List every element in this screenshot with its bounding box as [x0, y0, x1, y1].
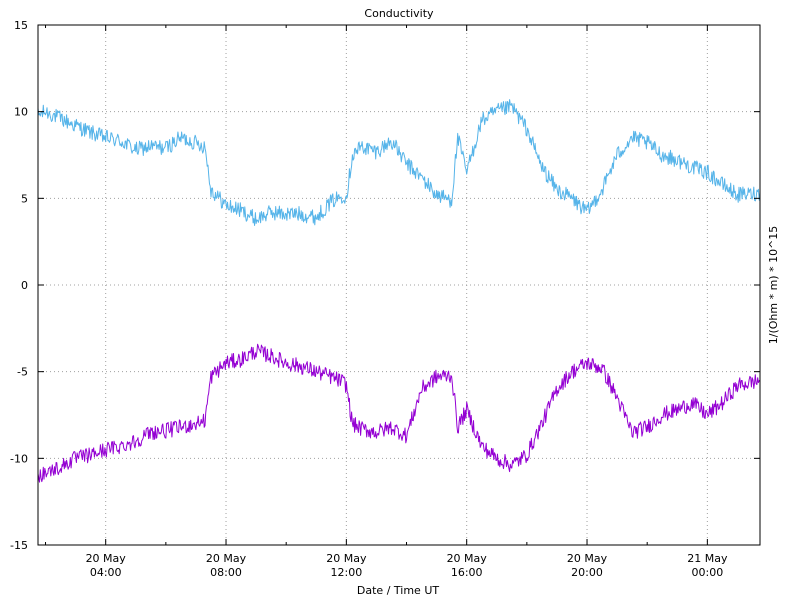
- x-tick-label-date: 20 May: [567, 552, 608, 565]
- x-tick-label-date: 20 May: [206, 552, 247, 565]
- y-tick-label: -10: [10, 452, 28, 465]
- x-tick-label-time: 12:00: [331, 566, 363, 579]
- x-tick-label-time: 04:00: [90, 566, 122, 579]
- ticks: [38, 24, 760, 546]
- x-tick-label-date: 20 May: [326, 552, 367, 565]
- series-line-2: [37, 343, 761, 483]
- y-tick-label: -15: [10, 539, 28, 552]
- y-tick-label: 0: [21, 279, 28, 292]
- y-tick-label: 10: [14, 106, 28, 119]
- x-tick-label-date: 20 May: [447, 552, 488, 565]
- x-tick-label-time: 16:00: [451, 566, 483, 579]
- y-tick-labels: -15 -10 -5 0 5 10 15: [10, 19, 28, 552]
- x-tick-label-time: 00:00: [692, 566, 724, 579]
- x-tick-label-date: 21 May: [687, 552, 728, 565]
- x-tick-label-time: 08:00: [210, 566, 242, 579]
- chart-title: Conductivity: [364, 7, 434, 20]
- x-tick-label-date: 20 May: [86, 552, 127, 565]
- y-axis-label: 1/(Ohm * m) * 10^15: [767, 226, 780, 345]
- x-tick-label-time: 20:00: [571, 566, 603, 579]
- grid-lines: [38, 25, 760, 545]
- y-tick-label: 5: [21, 192, 28, 205]
- x-axis-label: Date / Time UT: [357, 584, 439, 597]
- series-line-1: [37, 99, 761, 226]
- y-tick-label: -5: [17, 366, 28, 379]
- y-tick-label: 15: [14, 19, 28, 32]
- series-layer: [37, 99, 761, 483]
